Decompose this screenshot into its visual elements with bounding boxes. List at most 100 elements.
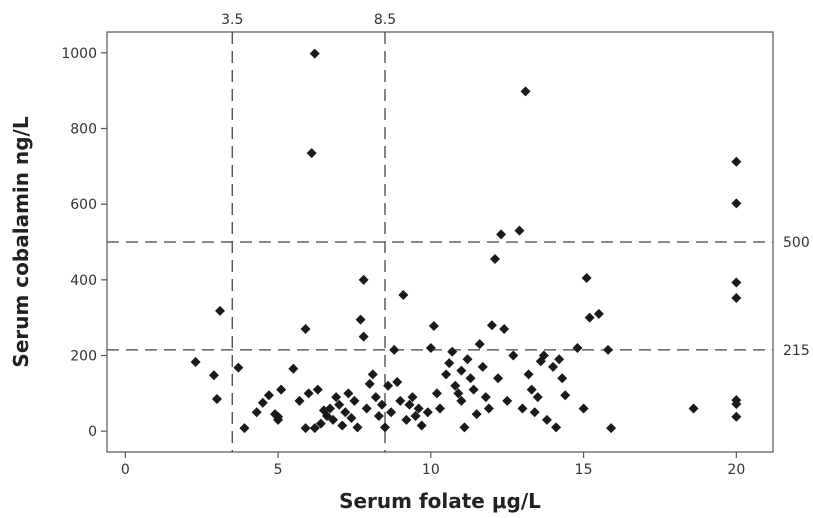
data-point — [404, 399, 415, 410]
x-tick-label: 5 — [274, 462, 283, 478]
data-point — [422, 407, 433, 418]
data-point — [731, 156, 742, 167]
x-tick-label: 0 — [121, 462, 130, 478]
x-axis: 0 5 10 15 20 — [121, 452, 745, 478]
data-point — [352, 422, 363, 433]
x-tick-label: 20 — [727, 462, 745, 478]
vertical-reference-label: 8.5 — [374, 12, 396, 28]
data-point — [538, 350, 549, 361]
data-point — [450, 380, 461, 391]
data-point — [441, 369, 452, 380]
data-point — [468, 384, 479, 395]
data-point — [373, 411, 384, 422]
data-point — [401, 414, 412, 425]
vertical-reference-label: 3.5 — [221, 12, 243, 28]
data-point — [251, 407, 262, 418]
data-point — [456, 365, 467, 376]
data-point — [395, 395, 406, 406]
data-point — [288, 363, 299, 374]
data-point — [413, 403, 424, 414]
data-point — [346, 412, 357, 423]
data-point — [431, 388, 442, 399]
data-point — [523, 369, 534, 380]
data-point — [306, 148, 317, 159]
data-point — [309, 48, 320, 59]
data-point — [263, 390, 274, 401]
data-point — [517, 403, 528, 414]
data-point — [380, 422, 391, 433]
data-point — [257, 397, 268, 408]
data-point — [474, 339, 485, 350]
data-point — [337, 420, 348, 431]
data-point — [233, 362, 244, 373]
data-point — [731, 411, 742, 422]
data-point — [514, 225, 525, 236]
y-tick-label: 0 — [88, 424, 97, 440]
data-point — [367, 369, 378, 380]
data-point — [551, 422, 562, 433]
data-point — [731, 293, 742, 303]
data-point — [603, 344, 614, 355]
data-point — [273, 411, 284, 422]
x-tick-label: 10 — [422, 462, 440, 478]
horizontal-reference-label: 215 — [783, 343, 810, 359]
y-axis-title: Serum cobalamin ng/L — [9, 116, 33, 367]
data-point — [376, 399, 387, 410]
data-point — [389, 344, 400, 355]
data-point — [315, 418, 326, 429]
y-tick-label: 200 — [70, 349, 97, 365]
data-point — [688, 403, 699, 414]
data-point — [496, 229, 507, 240]
data-point — [392, 377, 403, 387]
data-point — [541, 414, 552, 425]
data-point — [425, 342, 436, 353]
data-point — [416, 420, 427, 431]
data-point — [578, 403, 589, 414]
data-point — [453, 388, 464, 399]
data-point — [486, 320, 497, 331]
data-point — [428, 321, 439, 331]
data-point — [731, 398, 742, 409]
data-point — [731, 198, 742, 209]
data-point — [312, 384, 323, 395]
data-point — [584, 312, 595, 323]
data-point — [294, 395, 305, 406]
data-point — [334, 399, 345, 410]
data-point — [208, 370, 219, 381]
data-point — [331, 392, 342, 403]
data-point — [361, 403, 372, 414]
data-point — [731, 277, 742, 288]
y-tick-label: 400 — [70, 273, 97, 289]
data-point — [572, 342, 583, 353]
x-axis-title: Serum folate μg/L — [339, 489, 541, 513]
data-point — [444, 358, 455, 369]
y-tick-label: 600 — [70, 197, 97, 213]
data-point — [328, 414, 339, 425]
reference-lines: 3.5 8.5 500 215 — [107, 12, 810, 452]
data-point — [477, 361, 488, 372]
data-points — [190, 48, 742, 434]
data-point — [548, 361, 559, 372]
data-point — [529, 407, 540, 418]
data-point — [325, 403, 336, 414]
data-point — [532, 392, 543, 403]
y-tick-label: 800 — [70, 121, 97, 137]
data-point — [489, 254, 500, 265]
data-point — [554, 354, 565, 365]
data-point — [303, 388, 314, 399]
data-point — [239, 423, 250, 434]
data-point — [502, 395, 513, 406]
horizontal-reference-label: 500 — [783, 235, 810, 251]
data-point — [606, 423, 617, 434]
data-point — [358, 274, 369, 285]
data-point — [435, 403, 445, 414]
data-point — [340, 407, 351, 418]
data-point — [483, 403, 494, 414]
data-point — [358, 331, 369, 342]
data-point — [508, 350, 519, 361]
data-point — [459, 422, 470, 433]
data-point — [410, 411, 421, 422]
data-point — [300, 423, 311, 434]
data-point — [447, 346, 458, 357]
